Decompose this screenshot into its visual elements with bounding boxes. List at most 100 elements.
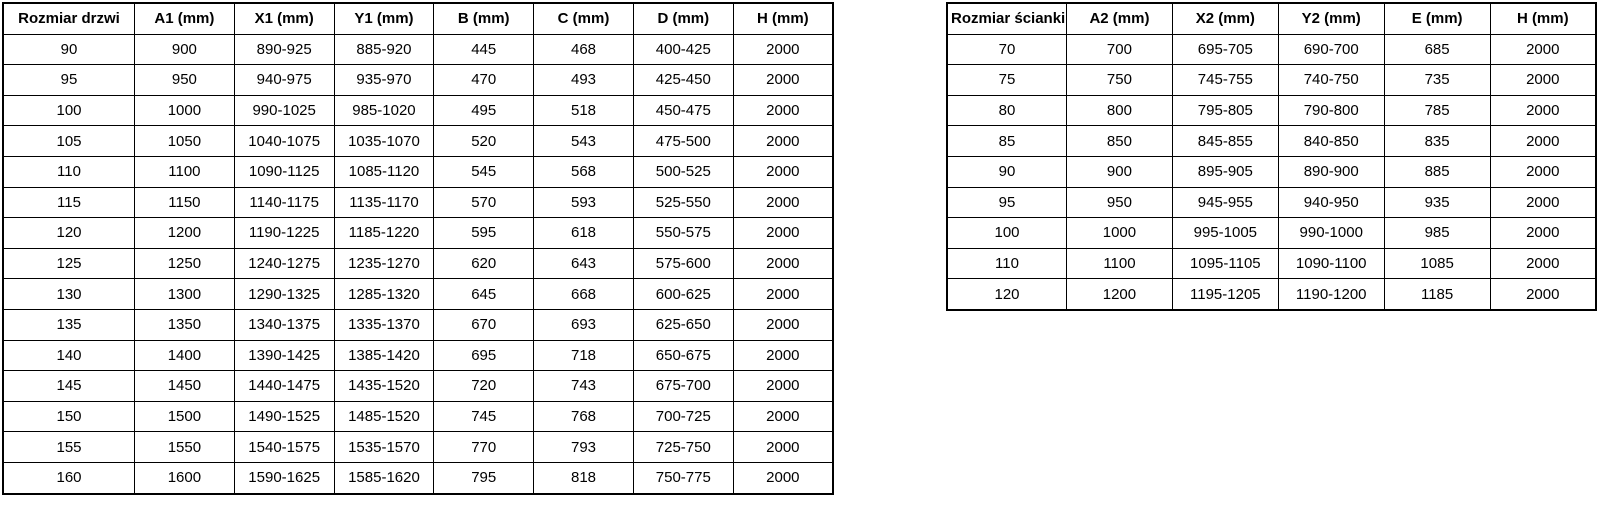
table-row: 120 1200 1190-1225 1185-1220 595 618 550-575 20… [2,217,834,249]
column-header: Rozmiar ścianki [946,2,1067,35]
table-cell: 500-525 [632,155,734,188]
table-cell: 120 [2,217,135,249]
table-cell: 890-900 [1277,155,1385,188]
table-cell: 650-675 [632,339,734,372]
door-table-body: 90 900 890-925 885-920 445 468 400-425 2000 95 95… [2,33,834,495]
table-cell: 475-500 [632,125,734,157]
table-cell: 985-1020 [333,94,435,127]
table-cell: 2000 [732,125,834,157]
table-cell: 793 [533,431,634,463]
table-cell: 575-600 [632,247,734,280]
table-cell: 90 [2,33,135,66]
table-cell: 145 [2,370,135,402]
table-cell: 493 [533,64,634,96]
table-cell: 2000 [1489,247,1597,280]
table-cell: 950 [1066,186,1173,219]
table-cell: 2000 [732,461,834,495]
table-cell: 1100 [134,155,235,188]
table-cell: 618 [533,217,634,249]
table-row: 70 700 695-705 690-700 685 2000 [946,33,1597,66]
table-cell: 550-575 [632,217,734,249]
table-row: 95 950 945-955 940-950 935 2000 [946,186,1597,219]
table-cell: 700-725 [632,400,734,433]
table-cell: 1050 [134,125,235,157]
table-cell: 1340-1375 [233,308,335,341]
table-cell: 1000 [134,94,235,127]
table-cell: 1550 [134,431,235,463]
table-cell: 935-970 [333,64,435,96]
table-row: 90 900 890-925 885-920 445 468 400-425 2000 [2,33,834,66]
table-cell: 1190-1225 [233,217,335,249]
table-cell: 743 [533,370,634,402]
table-row: 155 1550 1540-1575 1535-1570 770 793 725-750 20… [2,431,834,463]
table-cell: 1450 [134,370,235,402]
table-cell: 75 [946,64,1067,96]
table-row: 140 1400 1390-1425 1385-1420 695 718 650-675 20… [2,339,834,372]
table-cell: 520 [433,125,535,157]
table-row: 75 750 745-755 740-750 735 2000 [946,64,1597,96]
table-cell: 900 [134,33,235,66]
table-cell: 1440-1475 [233,370,335,402]
table-cell: 543 [533,125,634,157]
table-cell: 890-925 [233,33,335,66]
table-cell: 995-1005 [1171,217,1279,249]
table-cell: 155 [2,431,135,463]
table-cell: 1000 [1066,217,1173,249]
table-cell: 745 [433,400,535,433]
table-cell: 1500 [134,400,235,433]
header-row: Rozmiar drzwi A1 (mm) X1 (mm) Y1 (mm) B (mm)… [2,2,834,35]
table-cell: 80 [946,94,1067,127]
table-cell: 1600 [134,461,235,495]
table-cell: 2000 [732,64,834,96]
table-cell: 790-800 [1277,94,1385,127]
table-row: 110 1100 1090-1125 1085-1120 545 568 500-525 20… [2,155,834,188]
header-row: Rozmiar ścianki A2 (mm) X2 (mm) Y2 (mm) E (m… [946,2,1597,35]
table-cell: 940-975 [233,64,335,96]
table-cell: 670 [433,308,535,341]
table-cell: 800 [1066,94,1173,127]
table-cell: 1535-1570 [333,431,435,463]
table-cell: 1590-1625 [233,461,335,495]
table-cell: 718 [533,339,634,372]
table-cell: 1100 [1066,247,1173,280]
table-cell: 115 [2,186,135,219]
column-header: E (mm) [1383,2,1491,35]
door-size-table: Rozmiar drzwi A1 (mm) X1 (mm) Y1 (mm) B (mm)… [2,2,834,495]
table-cell: 160 [2,461,135,495]
wall-table-body: 70 700 695-705 690-700 685 2000 75 750 745-755 74… [946,33,1597,311]
table-cell: 1085-1120 [333,155,435,188]
table-cell: 1200 [134,217,235,249]
table-cell: 140 [2,339,135,372]
table-cell: 690-700 [1277,33,1385,66]
table-cell: 795 [433,461,535,495]
table-cell: 740-750 [1277,64,1385,96]
door-table-head: Rozmiar drzwi A1 (mm) X1 (mm) Y1 (mm) B (mm)… [2,2,834,35]
table-cell: 1185 [1383,278,1491,311]
table-cell: 1185-1220 [333,217,435,249]
wall-table-head: Rozmiar ścianki A2 (mm) X2 (mm) Y2 (mm) E (m… [946,2,1597,35]
table-cell: 990-1000 [1277,217,1385,249]
table-cell: 685 [1383,33,1491,66]
table-row: 145 1450 1440-1475 1435-1520 720 743 675-700 20… [2,370,834,402]
table-cell: 935 [1383,186,1491,219]
table-cell: 568 [533,155,634,188]
table-cell: 120 [946,278,1067,311]
table-cell: 1335-1370 [333,308,435,341]
table-cell: 2000 [732,400,834,433]
table-cell: 2000 [732,155,834,188]
table-row: 135 1350 1340-1375 1335-1370 670 693 625-650 20… [2,308,834,341]
table-cell: 2000 [732,247,834,280]
table-cell: 735 [1383,64,1491,96]
column-header: A2 (mm) [1066,2,1173,35]
table-row: 95 950 940-975 935-970 470 493 425-450 2000 [2,64,834,96]
table-cell: 2000 [1489,64,1597,96]
table-cell: 135 [2,308,135,341]
column-header: B (mm) [433,2,535,35]
column-header: C (mm) [533,2,634,35]
table-cell: 1485-1520 [333,400,435,433]
column-header: X1 (mm) [233,2,335,35]
table-cell: 985 [1383,217,1491,249]
table-cell: 695-705 [1171,33,1279,66]
table-cell: 845-855 [1171,125,1279,157]
table-cell: 2000 [1489,125,1597,157]
